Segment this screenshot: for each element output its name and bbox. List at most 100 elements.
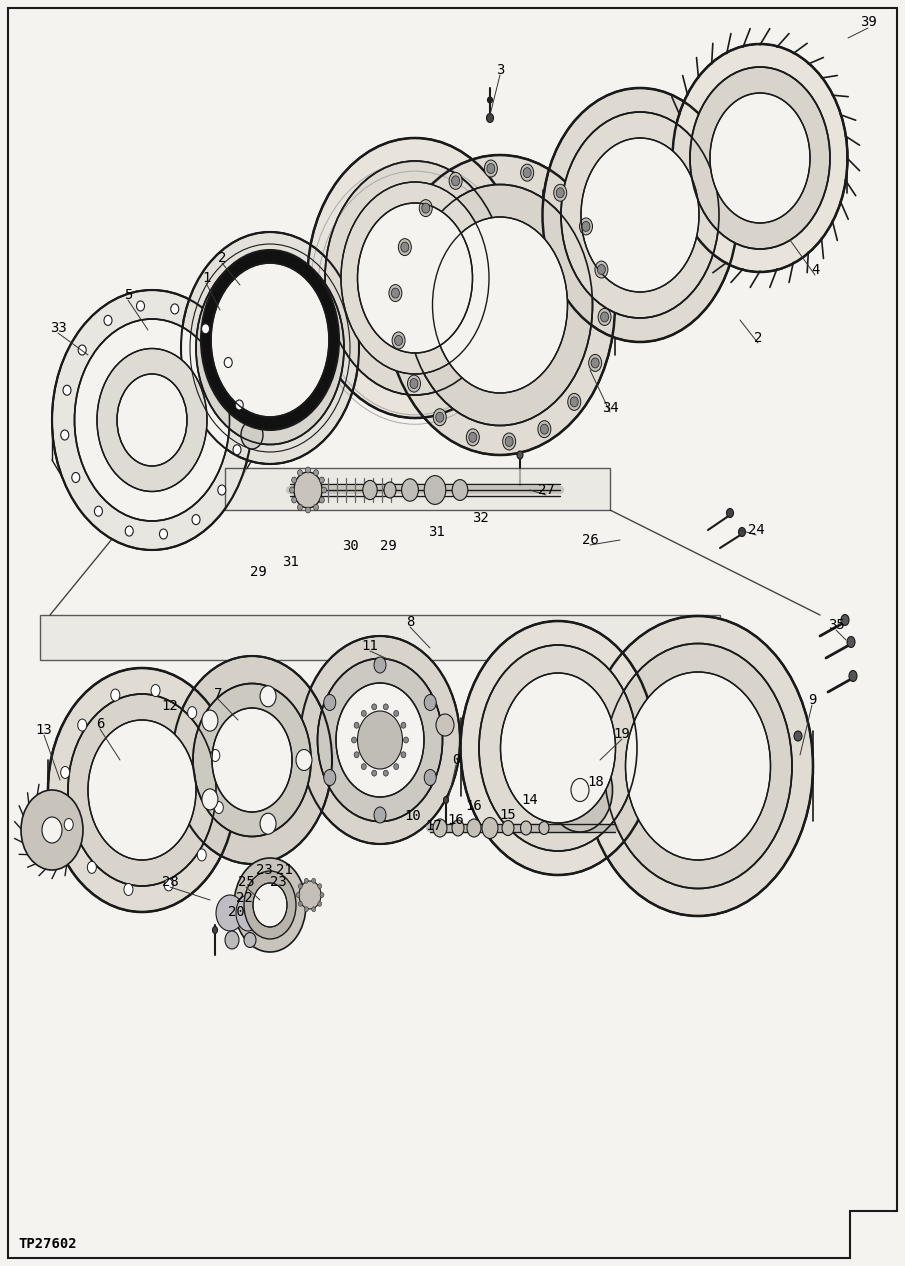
- Text: 9: 9: [808, 693, 816, 706]
- Ellipse shape: [336, 682, 424, 798]
- Ellipse shape: [384, 482, 396, 498]
- Ellipse shape: [361, 763, 367, 770]
- Ellipse shape: [482, 818, 498, 838]
- Ellipse shape: [296, 749, 312, 771]
- Ellipse shape: [311, 879, 316, 884]
- Text: 7: 7: [214, 687, 223, 701]
- Ellipse shape: [601, 311, 608, 322]
- Ellipse shape: [625, 672, 770, 860]
- Ellipse shape: [579, 218, 593, 235]
- Ellipse shape: [410, 379, 418, 389]
- Ellipse shape: [299, 901, 302, 906]
- Ellipse shape: [187, 706, 196, 719]
- Text: 14: 14: [521, 793, 538, 806]
- Text: 21: 21: [276, 863, 292, 877]
- Ellipse shape: [299, 884, 302, 889]
- Ellipse shape: [213, 927, 217, 933]
- Ellipse shape: [394, 710, 399, 717]
- Ellipse shape: [402, 479, 418, 501]
- Ellipse shape: [325, 161, 505, 395]
- Ellipse shape: [97, 348, 207, 491]
- Ellipse shape: [539, 822, 549, 834]
- Ellipse shape: [211, 749, 220, 761]
- Ellipse shape: [324, 695, 336, 710]
- Text: 26: 26: [582, 533, 598, 547]
- Ellipse shape: [290, 487, 294, 492]
- Ellipse shape: [487, 163, 495, 173]
- Ellipse shape: [372, 770, 376, 776]
- Ellipse shape: [433, 819, 447, 837]
- Ellipse shape: [311, 906, 316, 912]
- Text: 6: 6: [96, 717, 104, 730]
- Ellipse shape: [554, 185, 567, 201]
- Ellipse shape: [124, 884, 133, 895]
- Ellipse shape: [125, 527, 133, 536]
- Text: 30: 30: [341, 539, 358, 553]
- Ellipse shape: [218, 485, 226, 495]
- Ellipse shape: [354, 722, 359, 728]
- Ellipse shape: [591, 358, 599, 368]
- Ellipse shape: [171, 304, 179, 314]
- Ellipse shape: [436, 714, 454, 736]
- Ellipse shape: [211, 263, 329, 417]
- Ellipse shape: [21, 790, 83, 870]
- Ellipse shape: [319, 477, 324, 484]
- Text: 24: 24: [748, 523, 765, 537]
- Ellipse shape: [479, 644, 637, 851]
- Text: 15: 15: [500, 808, 517, 822]
- Text: 31: 31: [281, 555, 299, 568]
- Ellipse shape: [517, 451, 523, 460]
- Ellipse shape: [794, 730, 802, 741]
- Text: 20: 20: [228, 905, 244, 919]
- Ellipse shape: [260, 686, 276, 706]
- Text: 29: 29: [250, 565, 266, 579]
- Ellipse shape: [320, 893, 324, 898]
- Ellipse shape: [469, 432, 477, 442]
- Ellipse shape: [361, 710, 367, 717]
- Text: 25: 25: [238, 875, 254, 889]
- Polygon shape: [225, 468, 610, 510]
- Ellipse shape: [443, 796, 449, 804]
- Ellipse shape: [88, 720, 196, 860]
- Ellipse shape: [595, 261, 608, 279]
- Ellipse shape: [542, 89, 738, 342]
- Ellipse shape: [234, 858, 306, 952]
- Ellipse shape: [582, 222, 590, 232]
- Ellipse shape: [253, 882, 287, 927]
- Ellipse shape: [74, 319, 230, 522]
- Ellipse shape: [570, 396, 578, 406]
- Ellipse shape: [487, 114, 493, 123]
- Ellipse shape: [104, 315, 112, 325]
- Ellipse shape: [236, 895, 260, 931]
- Ellipse shape: [597, 265, 605, 275]
- Ellipse shape: [224, 357, 233, 367]
- Ellipse shape: [384, 770, 388, 776]
- Ellipse shape: [401, 722, 406, 728]
- Ellipse shape: [159, 529, 167, 539]
- Ellipse shape: [61, 766, 70, 779]
- Ellipse shape: [294, 472, 322, 508]
- Ellipse shape: [395, 335, 403, 346]
- Ellipse shape: [452, 820, 464, 836]
- Ellipse shape: [313, 470, 319, 476]
- Ellipse shape: [291, 477, 297, 484]
- Ellipse shape: [567, 394, 581, 410]
- Ellipse shape: [319, 498, 324, 503]
- Ellipse shape: [598, 309, 611, 325]
- Ellipse shape: [391, 289, 399, 298]
- Ellipse shape: [341, 182, 489, 373]
- Text: 31: 31: [428, 525, 444, 539]
- Ellipse shape: [401, 752, 406, 758]
- Ellipse shape: [449, 172, 462, 190]
- Ellipse shape: [78, 346, 86, 354]
- Text: 29: 29: [379, 539, 396, 553]
- Ellipse shape: [523, 167, 531, 177]
- Ellipse shape: [94, 506, 102, 517]
- Ellipse shape: [436, 413, 443, 423]
- Text: 11: 11: [362, 639, 378, 653]
- Ellipse shape: [202, 710, 218, 732]
- Ellipse shape: [110, 689, 119, 701]
- Ellipse shape: [260, 813, 276, 834]
- Ellipse shape: [407, 375, 421, 392]
- Text: 22: 22: [235, 891, 252, 905]
